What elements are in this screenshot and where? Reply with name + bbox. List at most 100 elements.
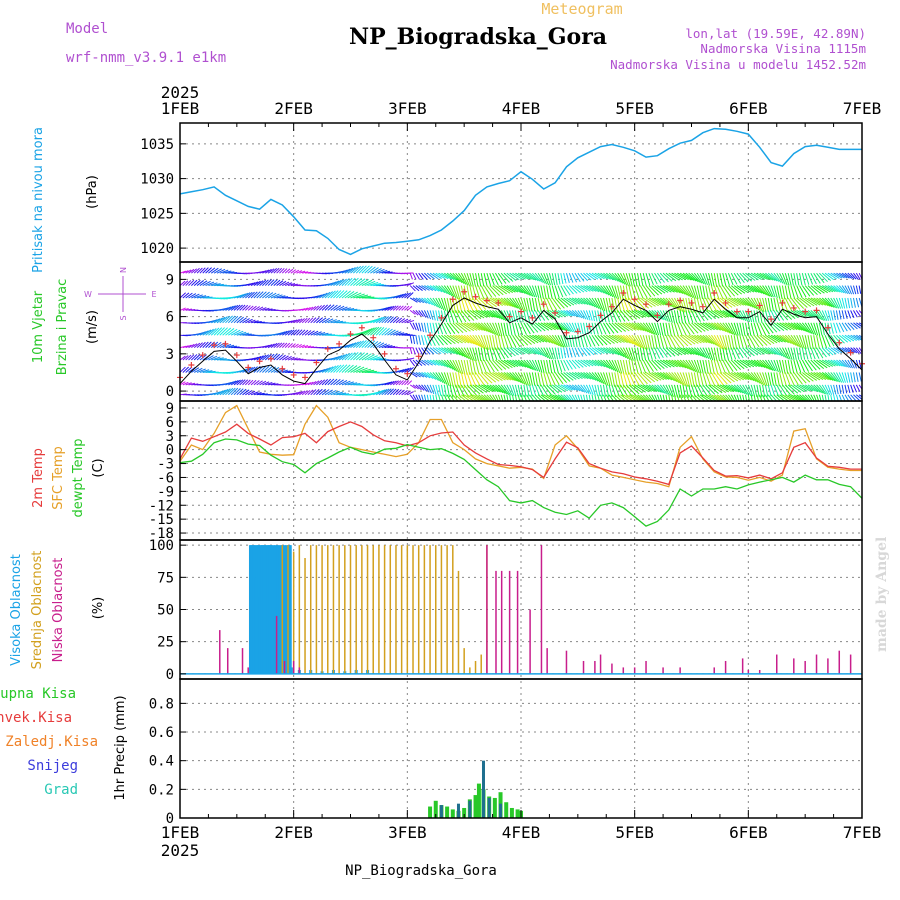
wind-arrow	[287, 268, 294, 274]
wind-arrow	[856, 334, 862, 340]
wind-arrow	[688, 285, 695, 299]
wind-arrow	[838, 359, 847, 368]
wind-arrow	[855, 297, 860, 308]
wind-arrow	[665, 347, 676, 357]
wind-gust-marker	[336, 340, 343, 347]
wind-arrow	[262, 269, 270, 274]
wind-arrow	[415, 322, 420, 331]
wind-arrow	[784, 310, 796, 319]
wind-arrow	[520, 334, 532, 345]
wind-arrow	[838, 384, 842, 394]
wind-arrow	[452, 359, 460, 373]
wind-arrow	[515, 347, 526, 355]
wind-gust-marker	[654, 312, 661, 319]
wind-gust-marker	[506, 313, 513, 320]
wind-arrow	[301, 307, 309, 311]
precip-total-bar	[428, 806, 433, 818]
wind-arrow	[776, 334, 789, 344]
wind-arrow	[327, 319, 337, 324]
wind-arrow	[509, 285, 521, 293]
wind-arrow	[495, 359, 507, 370]
wind-arrow	[353, 277, 363, 286]
cloud-low-bar	[633, 667, 636, 674]
wind-arrow	[693, 272, 703, 284]
wind-arrow	[361, 339, 370, 348]
wind-arrow	[245, 318, 253, 324]
wind-arrow	[725, 394, 732, 401]
wind-arrow	[299, 344, 306, 349]
wind-arrow	[480, 273, 485, 287]
wind-arrow	[549, 322, 562, 331]
wind-arrow	[273, 294, 283, 299]
wind-arrow	[850, 297, 853, 309]
wind-arrow	[480, 384, 494, 393]
wind-arrow	[656, 347, 664, 359]
wind-arrow	[253, 280, 261, 286]
wind-arrow	[614, 272, 624, 284]
wind-arrow	[438, 297, 445, 311]
wind-arrow	[637, 347, 641, 361]
precip-total-bar	[445, 806, 450, 818]
pressure-ytick-label: 1025	[140, 206, 174, 222]
wind-arrow	[563, 309, 573, 317]
wind-arrow	[517, 372, 526, 385]
wind-arrow	[801, 273, 806, 286]
cloud-ytick-label: 75	[157, 570, 174, 586]
wind-arrow	[432, 310, 436, 321]
wind-arrow	[563, 372, 574, 381]
wind-arrow	[608, 310, 614, 323]
wind-arrow	[625, 285, 630, 301]
wind-arrow	[833, 322, 838, 334]
wind-arrow	[319, 332, 329, 336]
wind-arrow	[253, 320, 262, 324]
temp-ytick-label: -15	[149, 512, 174, 528]
wind-arrow	[455, 394, 463, 401]
wind-arrow	[756, 384, 760, 398]
wind-arrow	[219, 269, 229, 274]
wind-arrow	[742, 359, 755, 368]
wind-arrow	[634, 347, 638, 361]
temp2m-label: 2m Temp	[31, 448, 46, 508]
wind-arrow	[196, 342, 203, 349]
wind-arrow	[634, 309, 647, 318]
wind-arrow	[529, 272, 539, 282]
wind-arrow	[691, 285, 697, 299]
wind-arrow	[520, 384, 524, 397]
precip-total-bar	[515, 809, 520, 818]
wind-arrow	[180, 280, 186, 286]
wind-arrow	[492, 335, 496, 351]
wind-arrow	[515, 272, 526, 280]
wind-arrow	[813, 297, 827, 306]
wind-arrow	[529, 285, 536, 298]
wind-arrow	[719, 372, 732, 384]
wind-arrow	[586, 285, 597, 292]
wind-arrow	[284, 329, 293, 336]
wind-gust-marker	[438, 314, 445, 321]
wind-arrow	[702, 285, 706, 300]
wind-arrow	[665, 394, 668, 401]
wind-arrow	[370, 267, 379, 274]
wind-arrow	[736, 285, 749, 294]
wind-arrow	[228, 328, 238, 336]
wind-arrow	[677, 272, 689, 281]
wind-arrow	[617, 384, 625, 397]
wind-arrow	[733, 297, 747, 306]
wind-arrow	[693, 310, 701, 322]
wind-arrow	[546, 285, 550, 300]
wind-arrow	[307, 306, 314, 311]
wind-arrow	[463, 297, 471, 314]
wind-arrow	[358, 265, 367, 274]
precip-total-bar	[492, 797, 497, 818]
wind-arrow	[193, 367, 203, 373]
wind-arrow	[460, 347, 470, 360]
wind-arrow	[534, 372, 539, 387]
wind-arrow	[296, 344, 302, 349]
wind-arrow	[239, 379, 246, 386]
wind-arrow	[347, 365, 358, 373]
wind-arrow	[847, 334, 857, 341]
wind-arrow	[401, 380, 407, 386]
wind-arrow	[531, 394, 539, 401]
wind-arrow	[753, 285, 765, 295]
wind-arrow	[497, 384, 508, 395]
wind-arrow	[415, 372, 425, 378]
